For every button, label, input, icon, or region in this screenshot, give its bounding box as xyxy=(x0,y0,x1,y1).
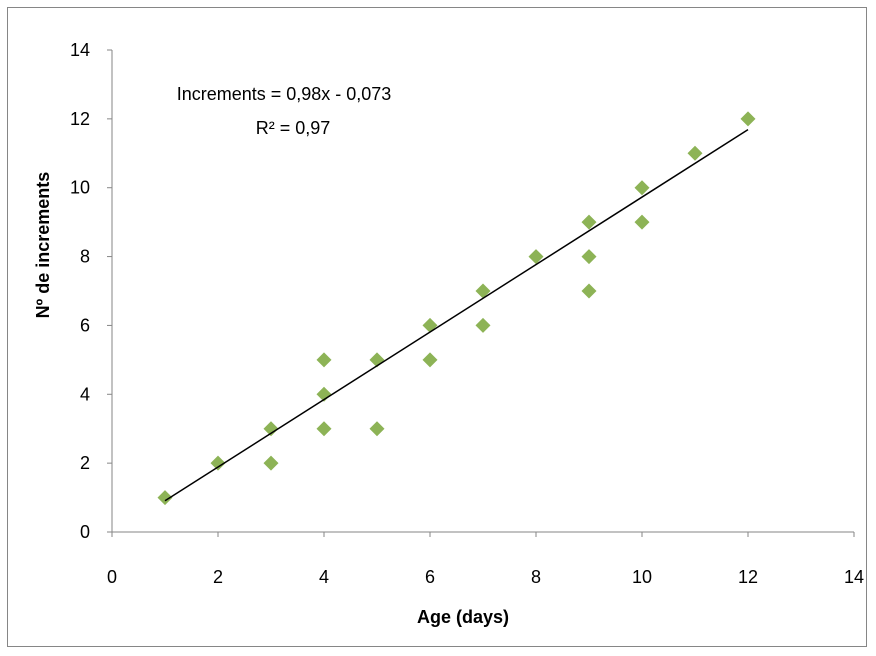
data-point xyxy=(634,180,650,196)
x-axis-title: Age (days) xyxy=(417,607,509,627)
y-ticks: 0 2 4 6 8 10 12 14 xyxy=(70,40,112,542)
data-point xyxy=(422,352,438,368)
data-point xyxy=(316,421,332,437)
x-tick-label: 4 xyxy=(319,567,329,587)
y-tick-label: 8 xyxy=(80,247,90,267)
trendline-equation: Increments = 0,98x - 0,073 xyxy=(177,84,392,104)
r-squared-label: R² = 0,97 xyxy=(256,118,331,138)
y-tick-label: 2 xyxy=(80,453,90,473)
data-point xyxy=(475,317,491,333)
data-point xyxy=(581,283,597,299)
data-point xyxy=(528,249,544,265)
x-ticks: 0 2 4 6 8 10 12 14 xyxy=(107,532,864,587)
y-tick-label: 10 xyxy=(70,178,90,198)
y-tick-label: 4 xyxy=(80,384,90,404)
data-point xyxy=(687,145,703,161)
x-tick-label: 2 xyxy=(213,567,223,587)
data-point xyxy=(740,111,756,127)
data-point xyxy=(475,283,491,299)
data-point xyxy=(316,352,332,368)
data-point xyxy=(369,421,385,437)
y-tick-label: 12 xyxy=(70,109,90,129)
x-tick-label: 12 xyxy=(738,567,758,587)
x-tick-label: 8 xyxy=(531,567,541,587)
y-tick-label: 0 xyxy=(80,522,90,542)
data-point xyxy=(581,249,597,265)
data-point xyxy=(422,317,438,333)
data-point xyxy=(634,214,650,230)
x-tick-label: 14 xyxy=(844,567,864,587)
x-tick-label: 6 xyxy=(425,567,435,587)
data-point xyxy=(210,455,226,471)
y-tick-label: 6 xyxy=(80,315,90,335)
data-point xyxy=(263,455,279,471)
trendline xyxy=(164,129,749,502)
y-axis-title: Nº de increments xyxy=(33,172,53,319)
x-tick-label: 10 xyxy=(632,567,652,587)
data-point xyxy=(263,421,279,437)
x-tick-label: 0 xyxy=(107,567,117,587)
data-point xyxy=(157,490,173,506)
data-point xyxy=(581,214,597,230)
marks-layer xyxy=(157,111,756,506)
y-tick-label: 14 xyxy=(70,40,90,60)
